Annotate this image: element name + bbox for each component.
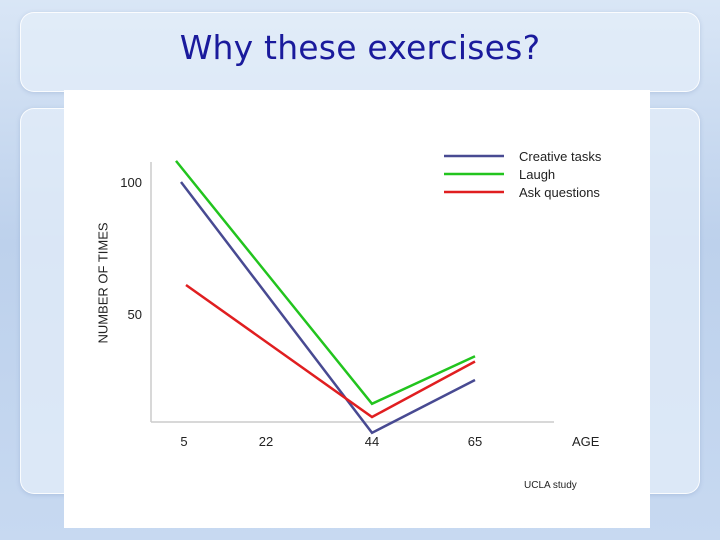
x-tick-label: 22 xyxy=(259,434,273,449)
source-note: UCLA study xyxy=(524,480,577,491)
title-panel xyxy=(20,12,700,92)
legend-label: Creative tasks xyxy=(519,149,602,164)
x-tick-label: 5 xyxy=(180,434,187,449)
x-axis-label: AGE xyxy=(572,434,600,449)
slide-title: Why these exercises? xyxy=(179,28,541,67)
chart-card: NUMBER OF TIMES AGE 50 100 5 22 44 65 Creati… xyxy=(64,90,650,528)
x-tick-label: 44 xyxy=(365,434,379,449)
y-tick-label: 50 xyxy=(128,307,142,322)
line-chart: NUMBER OF TIMES AGE 50 100 5 22 44 65 Creati… xyxy=(95,149,602,491)
x-tick-label: 65 xyxy=(468,434,482,449)
legend-label: Ask questions xyxy=(519,185,600,200)
series-line-creative-tasks xyxy=(180,181,476,435)
y-tick-label: 100 xyxy=(120,175,142,190)
series-line-laugh xyxy=(175,160,476,406)
y-axis-label: NUMBER OF TIMES xyxy=(95,222,110,343)
legend-label: Laugh xyxy=(519,167,555,182)
series-line-ask-questions xyxy=(185,283,476,419)
